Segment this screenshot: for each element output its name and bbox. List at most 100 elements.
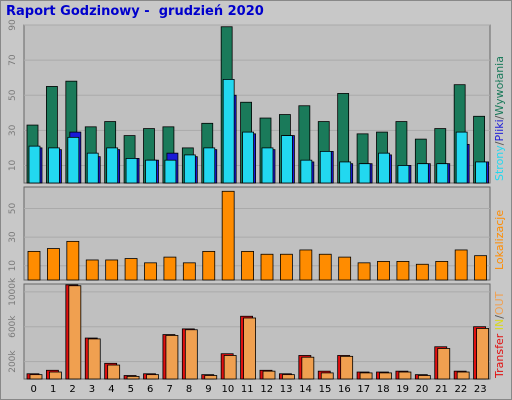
sites-bar [357, 262, 371, 281]
pages-bar [222, 79, 235, 184]
pages-bar [86, 152, 99, 184]
transfer-out-bar [243, 317, 256, 380]
sites-bar [85, 259, 99, 281]
transfer-panel [23, 283, 491, 380]
sites-bar [27, 250, 41, 281]
sites-bar [318, 253, 332, 281]
x-tick-label: 16 [338, 384, 351, 395]
x-tick-label: 5 [128, 384, 134, 395]
x-tick-label: 10 [222, 384, 235, 395]
legend-pages: Strony [493, 145, 506, 181]
transfer-out-bar [379, 372, 392, 380]
report-title: Raport Godzinowy - grudzień 2020 [6, 4, 264, 19]
transfer-out-bar [126, 375, 140, 380]
hits-panel-y-tick-label: 30 [8, 124, 18, 136]
sites-bar [105, 259, 119, 281]
x-tick-label: 0 [31, 384, 37, 395]
sites-bar [260, 253, 274, 281]
transfer-out-bar [107, 364, 121, 380]
sites-bar [474, 255, 487, 281]
sites-bar [299, 249, 313, 281]
legend-separator: / [493, 141, 506, 145]
x-tick-label: 14 [299, 384, 312, 395]
sites-bar [144, 262, 157, 281]
legend-in: IN [493, 319, 506, 330]
x-tick-label: 6 [147, 384, 153, 395]
sites-bar [454, 249, 468, 281]
sites-bar [415, 263, 429, 281]
pages-bar [261, 147, 274, 184]
transfer-out-bar [68, 285, 82, 380]
transfer-out-bar [262, 370, 276, 380]
sites-panel-y-tick-label: 50 [8, 202, 18, 214]
transfer-out-bar [87, 338, 101, 380]
legend-separator: / [493, 115, 506, 119]
transfer-out-bar [301, 356, 315, 380]
x-tick-label: 1 [50, 384, 56, 395]
sites-panel-y-tick-label: 30 [8, 231, 18, 243]
x-tick-label: 11 [241, 384, 254, 395]
x-tick-label: 8 [186, 384, 192, 395]
transfer-out-bar [398, 371, 412, 380]
sites-bar [163, 256, 177, 281]
hits-panel-y-tick-label: 90 [8, 19, 18, 31]
pages-bar [378, 152, 390, 184]
pages-bar [436, 163, 449, 184]
transfer-out-bar [204, 375, 218, 380]
sites-panel [23, 186, 491, 281]
hits-legend-label: Strony/Pliki/Wywołania [493, 56, 506, 181]
x-tick-label: 12 [260, 384, 273, 395]
pages-bar [28, 145, 41, 184]
sites-bar [280, 253, 293, 281]
transfer-out-bar [456, 371, 470, 380]
sites-bar [124, 258, 138, 281]
x-tick-label: 15 [319, 384, 332, 395]
pages-bar [300, 159, 313, 184]
x-tick-label: 23 [474, 384, 487, 395]
sites-bar [377, 260, 390, 281]
transfer-out-bar [282, 374, 295, 380]
x-tick-label: 13 [280, 384, 293, 395]
sites-bar [338, 256, 352, 281]
x-tick-label: 3 [89, 384, 95, 395]
sites-bar [182, 262, 196, 281]
transfer-panel-y-tick-label: 200k [8, 350, 18, 373]
transfer-out-bar [437, 348, 451, 380]
x-tick-label: 7 [166, 384, 172, 395]
transfer-out-bar [340, 355, 354, 380]
x-tick-label: 2 [69, 384, 75, 395]
transfer-panel-y-tick-label: 600k [8, 315, 18, 338]
sites-bar [435, 260, 449, 281]
transfer-out-bar [146, 374, 159, 380]
pages-bar [339, 161, 352, 184]
transfer-panel-y-tick-label: 1000k [8, 277, 18, 306]
hits-panel [23, 24, 491, 184]
legend-hits: Wywołania [493, 56, 506, 116]
pages-bar [183, 154, 196, 184]
legend-separator: / [493, 315, 506, 319]
pages-bar [106, 147, 119, 184]
transfer-out-bar [29, 374, 43, 380]
pages-bar [281, 135, 293, 184]
pages-bar [48, 147, 60, 184]
pages-bar [242, 131, 254, 184]
transfer-out-bar [49, 371, 62, 380]
pages-bar [475, 161, 487, 184]
x-tick-label: 9 [205, 384, 211, 395]
transfer-out-bar [165, 335, 179, 380]
transfer-out-bar [320, 372, 334, 380]
transfer-out-bar [417, 375, 431, 380]
sites-bar [396, 260, 410, 281]
pages-bar [125, 158, 138, 184]
sites-bar [202, 250, 216, 281]
x-tick-label: 17 [357, 384, 370, 395]
legend-sites: Lokalizacje [493, 210, 506, 270]
pages-bar [203, 147, 216, 184]
x-tick-label: 22 [455, 384, 468, 395]
pages-bar [164, 159, 177, 184]
sites-bar [241, 250, 254, 281]
pages-bar [319, 150, 332, 184]
x-tick-label: 18 [377, 384, 390, 395]
hits-panel-y-tick-label: 70 [8, 54, 18, 66]
